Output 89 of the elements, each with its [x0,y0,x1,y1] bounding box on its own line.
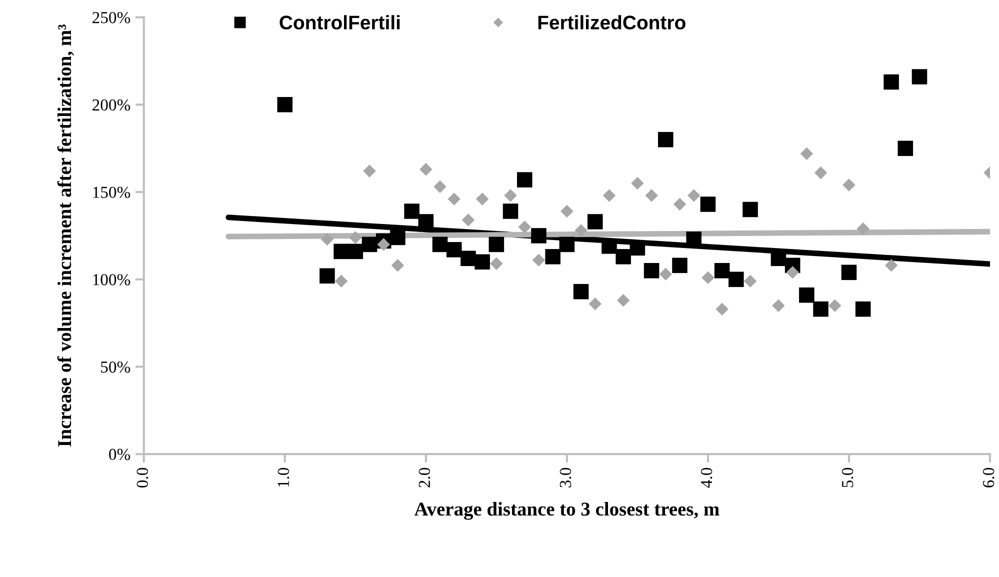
point [488,236,504,252]
legend-label: ControlFertili [280,15,400,30]
point [334,244,349,260]
point [559,236,575,252]
point [320,268,335,284]
y-tick-label: 50% [101,361,130,373]
point [842,178,856,192]
point [474,254,490,270]
point [320,232,334,246]
point [898,140,914,156]
point [362,236,378,252]
point [700,196,716,212]
point [349,231,362,244]
point [912,69,928,84]
y-tick-label: 100% [93,274,130,286]
point [673,198,686,211]
point [800,147,814,160]
point [588,214,603,230]
x-tick-label: 0.0 [136,468,148,488]
point [531,228,546,244]
point [672,258,688,274]
point [560,204,574,218]
point [448,192,460,206]
point [659,268,672,281]
point [334,274,348,288]
point [404,204,420,219]
point [702,271,714,284]
x-tick-label: 4.0 [700,468,712,488]
point [855,301,871,317]
point [841,264,857,280]
point [377,238,390,251]
point [588,297,602,310]
point [462,214,475,226]
point [516,172,532,188]
x-tick-label: 1.0 [278,468,290,487]
y-tick-label: 0% [109,448,130,460]
point [631,176,644,190]
point [786,266,799,279]
point [476,192,489,206]
y-tick-label: 200% [92,99,130,111]
point [884,259,898,272]
point [490,257,503,270]
point [742,202,758,218]
point [504,189,517,202]
x-tick-label: 5.0 [842,468,854,488]
point [716,302,728,316]
point [502,204,518,219]
point [446,242,462,258]
point [884,74,899,90]
x-axis-title: Average distance to 3 closest trees, m [414,502,720,520]
point [687,189,700,202]
point [434,180,446,194]
point [813,301,828,317]
point [772,299,785,312]
point [714,263,730,278]
x-tick-label: 6.0 [982,468,994,488]
point [420,162,432,176]
y-tick-label: 250% [92,12,130,24]
point [856,222,870,236]
point [814,166,828,180]
point [602,189,616,202]
point [418,214,434,230]
point [744,274,757,288]
point [391,259,404,272]
point [390,230,406,246]
y-tick-label: 150% [93,186,130,198]
point [363,164,376,178]
x-tick-label: 3.0 [560,468,572,488]
point [348,244,364,260]
point [432,236,448,252]
point [277,97,293,112]
point [658,132,674,148]
y-axis-title: Increase of volume increment after fertilization, m³ [57,24,74,447]
point [630,240,646,256]
x-tick-label: 2.0 [418,468,430,488]
point [799,287,814,303]
point [645,189,658,202]
point [532,254,546,267]
legend-label: FertilizedContro [538,15,686,30]
point [616,249,631,264]
point [828,299,842,312]
point [644,263,660,278]
point [616,294,630,307]
point [574,224,588,237]
point [573,284,589,300]
point [518,220,532,234]
point [728,272,744,288]
point [545,249,560,264]
point [460,250,476,266]
